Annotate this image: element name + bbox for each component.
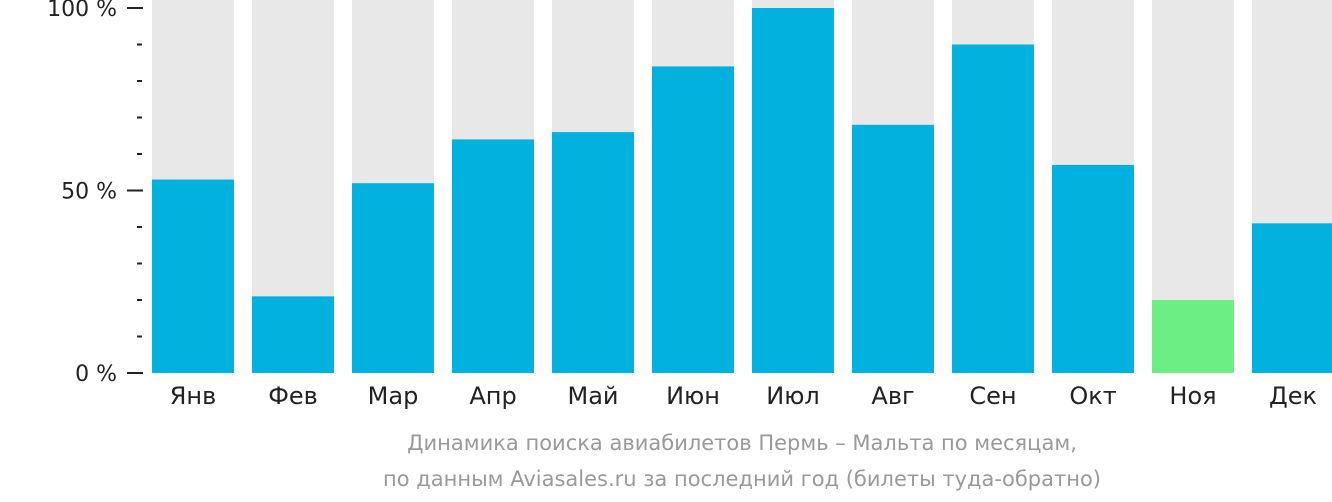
x-tick-label: Май — [567, 382, 618, 410]
bar-9 — [952, 44, 1034, 373]
bar-chart: 100 % 50 % 0 % Янв Фев Мар Апр Май Июн Июл Авг Сен… — [47, 0, 1332, 410]
bar-8 — [852, 124, 934, 373]
x-tick-label: Мар — [368, 382, 419, 410]
x-tick-label: Сен — [969, 382, 1016, 410]
x-tick-label: Ноя — [1169, 382, 1216, 410]
x-tick-label: Июл — [766, 382, 820, 410]
x-tick-label: Фев — [268, 382, 318, 410]
chart-caption-line-1: Динамика поиска авиабилетов Пермь – Маль… — [407, 431, 1077, 455]
y-axis: 100 % 50 % 0 % — [47, 0, 143, 387]
x-axis-labels: Янв Фев Мар Апр Май Июн Июл Авг Сен Окт Ноя Дек — [170, 382, 1317, 410]
x-tick-label: Янв — [170, 382, 217, 410]
x-tick-label: Июн — [666, 382, 720, 410]
bar-6 — [652, 66, 734, 374]
bar-1 — [152, 179, 234, 373]
bar-3 — [352, 183, 434, 373]
y-tick-label: 50 % — [61, 180, 117, 205]
x-tick-label: Апр — [469, 382, 516, 410]
x-tick-label: Авг — [871, 382, 914, 410]
x-tick-label: Окт — [1069, 382, 1116, 410]
chart-caption-line-2: по данным Aviasales.ru за последний год … — [383, 467, 1101, 491]
bar-4 — [452, 139, 534, 373]
y-tick-label: 100 % — [47, 0, 117, 22]
bar-11 — [1152, 300, 1234, 373]
bar-12 — [1252, 223, 1332, 373]
x-tick-label: Дек — [1269, 382, 1317, 410]
bar-2 — [252, 296, 334, 373]
y-tick-label: 0 % — [75, 362, 117, 387]
bar-10 — [1052, 164, 1134, 373]
bars — [152, 8, 1332, 374]
bar-5 — [552, 132, 634, 373]
bar-7 — [752, 8, 834, 373]
